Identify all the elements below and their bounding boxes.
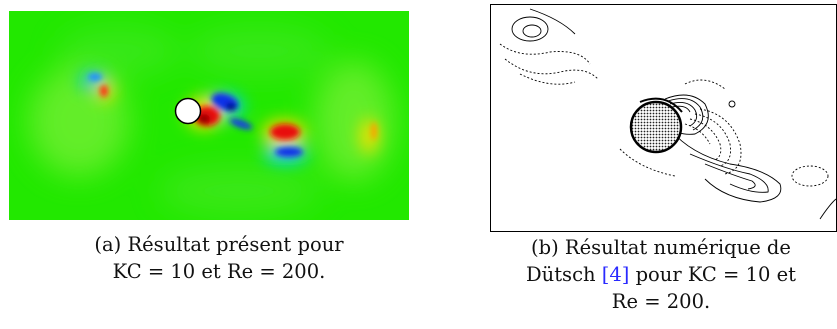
caption-a-line2: KC = 10 et Re = 200.	[112, 260, 326, 283]
caption-b-line1: (b) Résultat numérique de	[531, 236, 791, 259]
cylinder-marker-b	[629, 100, 683, 154]
vorticity-field-image-a	[9, 11, 409, 220]
caption-b-line2-prefix: Dütsch	[526, 263, 602, 286]
caption-a-line1: (a) Résultat présent pour	[94, 233, 344, 256]
caption-b-line2-suffix: pour KC = 10 et	[629, 263, 796, 286]
caption-a: (a) Résultat présent pour KC = 10 et Re …	[14, 231, 424, 285]
contour-plot-image-b	[490, 4, 837, 232]
caption-b-line3: Re = 200.	[611, 290, 711, 313]
caption-b-line2: Dütsch [4] pour KC = 10 et	[475, 261, 837, 288]
cylinder-marker	[174, 97, 202, 125]
caption-b: (b) Résultat numérique de Dütsch [4] pou…	[475, 234, 837, 315]
citation-link[interactable]: [4]	[601, 263, 630, 286]
